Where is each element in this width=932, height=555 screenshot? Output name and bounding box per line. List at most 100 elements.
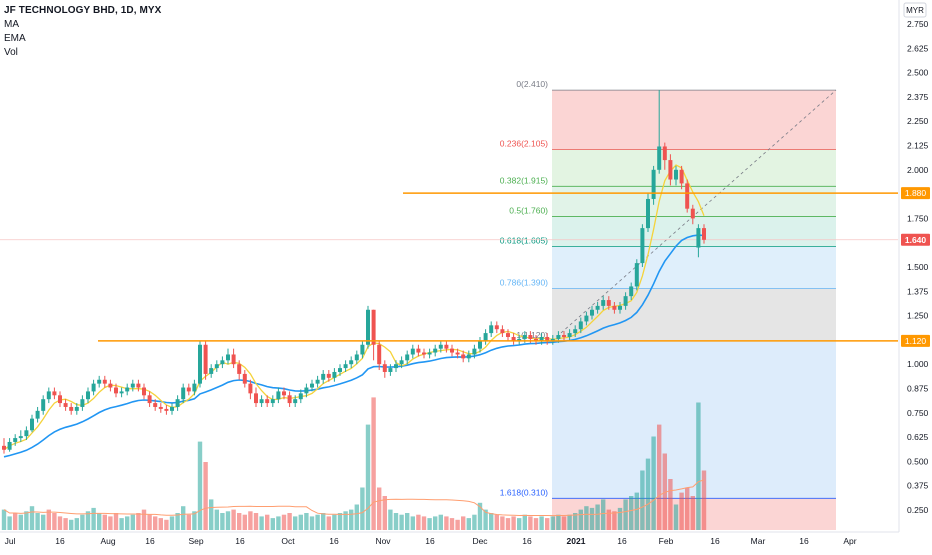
- fib-level-label: 0.5(1.760): [509, 205, 548, 215]
- indicator-vol[interactable]: Vol: [4, 47, 18, 58]
- candle-body: [466, 354, 471, 359]
- time-tick-label: 2021: [567, 536, 586, 546]
- volume-bar: [444, 516, 449, 530]
- volume-bar: [242, 514, 247, 530]
- volume-bar: [393, 513, 399, 530]
- volume-bar: [573, 513, 578, 530]
- volume-bar: [511, 516, 516, 530]
- moving-averages: [3, 164, 705, 458]
- candle-body: [422, 352, 426, 355]
- volume-bar: [169, 516, 175, 530]
- volume-bar: [696, 402, 701, 530]
- candle-body: [231, 354, 236, 365]
- time-tick-label: 16: [617, 536, 627, 546]
- volume-bar: [561, 516, 567, 530]
- volume-bar: [668, 479, 673, 530]
- volume-bar: [483, 509, 488, 530]
- price-tick-label: 2.750: [907, 19, 929, 29]
- candle-body: [601, 300, 606, 306]
- candle-body: [58, 395, 62, 404]
- volume-bar: [539, 516, 544, 530]
- volume-bar: [567, 514, 572, 530]
- volume-bar: [578, 509, 583, 530]
- candlesticks: [2, 90, 706, 454]
- indicator-ma[interactable]: MA: [4, 19, 19, 30]
- candle-body: [366, 309, 370, 345]
- candle-body: [478, 340, 482, 349]
- candle-body: [2, 445, 6, 450]
- candle-body: [528, 335, 533, 339]
- time-tick-label: 16: [235, 536, 245, 546]
- volume-bar: [623, 499, 628, 530]
- candle-body: [500, 329, 505, 334]
- candle-body: [360, 344, 365, 355]
- volume-bar: [220, 513, 225, 530]
- price-badge-label: 1.120: [905, 336, 927, 346]
- indicator-ema[interactable]: EMA: [4, 33, 26, 44]
- volume-bar: [371, 397, 376, 530]
- volume-bar: [595, 504, 600, 530]
- volume-bar: [449, 518, 455, 530]
- volume-bar: [332, 514, 337, 530]
- symbol-title[interactable]: JF TECHNOLOGY BHD, 1D, MYX: [4, 5, 162, 16]
- volume-bar: [433, 516, 438, 530]
- candle-body: [343, 364, 348, 369]
- candle-body: [657, 146, 662, 170]
- candle-body: [517, 338, 522, 341]
- volume-bar: [556, 514, 561, 530]
- time-axis-bg: [0, 532, 899, 550]
- candle-body: [170, 406, 174, 411]
- time-tick-label: 16: [145, 536, 155, 546]
- candle-body: [662, 146, 667, 161]
- volume-bar: [685, 487, 690, 530]
- candle-body: [438, 344, 443, 349]
- fib-zone: [552, 246, 836, 289]
- volume-bar: [80, 514, 85, 530]
- candle-body: [158, 406, 163, 409]
- volume-bar: [657, 424, 662, 530]
- volume-bar: [203, 462, 208, 530]
- candle-body: [97, 379, 102, 384]
- volume-bar: [489, 513, 494, 530]
- candle-body: [584, 315, 589, 322]
- price-tick-label: 2.375: [907, 92, 929, 102]
- volume-bar: [354, 504, 359, 530]
- volume-bar: [360, 487, 365, 530]
- time-axis[interactable]: Jul 16 Aug 16 Sep 16 Oct 16 Nov 16 Dec 16 2021 16 Feb 1…: [0, 531, 899, 550]
- candle-body: [35, 410, 40, 419]
- candle-body: [696, 228, 701, 248]
- volume-bar: [293, 516, 298, 530]
- volume-bar: [421, 516, 427, 530]
- volume-ma-line: [3, 479, 705, 517]
- volume-bar: [97, 513, 102, 530]
- price-axis-bg: [899, 0, 932, 550]
- time-tick-label: Nov: [375, 536, 391, 546]
- volume-bar: [315, 514, 320, 530]
- price-tick-label: 2.250: [907, 116, 929, 126]
- volume-bar: [472, 514, 477, 530]
- volume-bar: [231, 509, 236, 530]
- time-tick-label: 16: [55, 536, 65, 546]
- price-tick-label: 2.500: [907, 68, 929, 78]
- fib-level-label: 0.382(1.915): [500, 175, 548, 185]
- candle-body: [69, 406, 74, 411]
- horizontal-lines[interactable]: [98, 192, 898, 342]
- volume-bar: [237, 513, 242, 530]
- price-tick-label: 1.500: [907, 262, 929, 272]
- candle-body: [685, 183, 690, 209]
- volume-bar: [181, 506, 186, 530]
- volume-bar: [102, 514, 107, 530]
- volume-bar: [147, 514, 152, 530]
- candle-body: [13, 438, 18, 442]
- candle-body: [690, 208, 695, 219]
- volume-bar: [248, 511, 253, 530]
- fibonacci-retracement[interactable]: 0(2.410) 0.236(2.105) 0.382(1.915) 0.5(1.76…: [500, 79, 837, 530]
- time-tick-label: 16: [425, 536, 435, 546]
- candle-body: [147, 395, 152, 404]
- volume-bar: [309, 516, 315, 530]
- fib-level-label: 1(1.120): [516, 330, 548, 340]
- candle-body: [338, 368, 342, 372]
- price-axis[interactable]: MYR 2.750 2.625 2.500 2.375 2.250 2.125 2.000 1.…: [898, 0, 932, 550]
